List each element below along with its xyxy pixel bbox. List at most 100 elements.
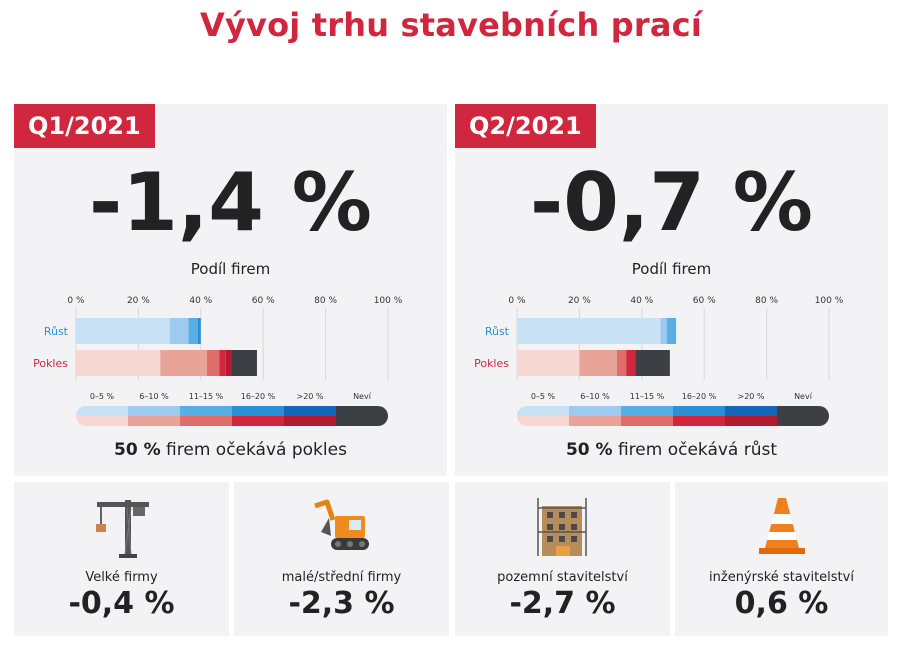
category-label: Pokles xyxy=(33,357,68,370)
note-text: firem očekává pokles xyxy=(160,440,347,460)
bar-segment xyxy=(626,350,636,376)
legend-swatch-decline xyxy=(232,416,284,426)
legend-swatch-decline xyxy=(180,416,232,426)
bar-segment xyxy=(76,318,170,344)
legend-swatch-growth xyxy=(232,406,284,416)
bar-segment xyxy=(160,350,208,376)
card-label: pozemní stavitelství xyxy=(497,570,628,585)
legend-swatch-decline xyxy=(128,416,180,426)
x-tick-label: 100 % xyxy=(815,296,844,306)
page-title: Vývoj trhu stavebních prací xyxy=(199,6,703,44)
card-value: -2,7 % xyxy=(509,586,616,621)
bar-segment xyxy=(188,318,198,344)
card-value: 0,6 % xyxy=(734,586,829,621)
card-label: inženýrské stavitelství xyxy=(709,570,854,585)
legend-label: 0–5 % xyxy=(90,392,115,401)
legend-swatch-growth xyxy=(725,406,777,416)
legend-label: 16–20 % xyxy=(682,392,717,401)
legend-swatch-growth xyxy=(284,406,336,416)
x-tick-label: 0 % xyxy=(508,296,526,306)
category-label: Pokles xyxy=(474,357,509,370)
legend-swatch-unknown xyxy=(336,406,388,426)
card-building-construction: pozemní stavitelství -2,7 % xyxy=(455,482,670,636)
legend-label: 0–5 % xyxy=(531,392,556,401)
legend-swatch-growth xyxy=(621,406,673,416)
x-tick-label: 100 % xyxy=(374,296,403,306)
traffic-cone-icon xyxy=(758,498,805,554)
period-badge: Q1/2021 xyxy=(14,104,155,148)
period-badge: Q2/2021 xyxy=(455,104,596,148)
bar-segment xyxy=(666,318,677,344)
bar-segment xyxy=(207,350,220,376)
legend-swatch-decline xyxy=(673,416,725,426)
share-chart-q2: 0 % 20 % 40 % 60 % 80 % 100 % Růst Pokles 0–5 % 6… xyxy=(474,296,844,426)
legend-swatch-growth xyxy=(180,406,232,416)
x-tick-label: 60 % xyxy=(693,296,716,306)
bar-segment xyxy=(616,350,627,376)
building-construction-icon xyxy=(536,498,587,556)
bar-segment xyxy=(579,350,617,376)
legend-pill xyxy=(76,406,388,426)
legend-swatch-growth xyxy=(569,406,621,416)
card-label: Velké firmy xyxy=(85,570,158,585)
legend-label: 11–15 % xyxy=(189,392,224,401)
note-text: firem očekává růst xyxy=(612,440,778,460)
legend-label: 6–10 % xyxy=(580,392,610,401)
bar-segment xyxy=(76,350,161,376)
x-tick-label: 40 % xyxy=(630,296,653,306)
chart-title: Podíl firem xyxy=(190,260,271,278)
card-value: -0,4 % xyxy=(68,586,175,621)
card-value: -2,3 % xyxy=(288,586,395,621)
card-label: malé/střední firmy xyxy=(281,570,402,585)
legend-label: >20 % xyxy=(737,392,764,401)
legend-pill xyxy=(517,406,829,426)
bar-segment xyxy=(517,318,661,344)
legend-swatch-decline xyxy=(569,416,621,426)
legend-swatch-decline xyxy=(76,416,128,426)
bar-segment xyxy=(169,318,189,344)
note-percent: 50 % xyxy=(565,440,613,460)
bar-segment xyxy=(197,318,201,344)
big-value: -1,4 % xyxy=(89,156,372,249)
category-label: Růst xyxy=(44,325,69,338)
x-tick-label: 20 % xyxy=(127,296,150,306)
card-civil-engineering: inženýrské stavitelství 0,6 % xyxy=(675,482,888,636)
share-chart-q1: 0 % 20 % 40 % 60 % 80 % 100 % Růst Pokles 0–5 % 6… xyxy=(33,296,403,426)
legend-label: 6–10 % xyxy=(139,392,169,401)
legend-label: Neví xyxy=(353,392,372,401)
x-tick-label: 0 % xyxy=(67,296,85,306)
legend-label: 11–15 % xyxy=(630,392,665,401)
legend-swatch-decline xyxy=(284,416,336,426)
bar-segment xyxy=(225,350,232,376)
x-tick-label: 20 % xyxy=(568,296,591,306)
expectation-note: 50 % firem očekává růst xyxy=(455,440,888,460)
legend-swatch-growth xyxy=(76,406,128,416)
bar-segment xyxy=(232,350,257,376)
card-small-medium-firms: malé/střední firmy -2,3 % xyxy=(234,482,449,636)
category-label: Růst xyxy=(485,325,510,338)
x-tick-label: 80 % xyxy=(755,296,778,306)
legend-swatch-growth xyxy=(128,406,180,416)
bar-segment xyxy=(517,350,580,376)
x-tick-label: 60 % xyxy=(252,296,275,306)
panel-q1: Q1/2021 -1,4 % Podíl firem 0 % 20 % 40 % 60… xyxy=(14,104,447,476)
note-percent: 50 % xyxy=(114,440,161,460)
x-tick-label: 40 % xyxy=(189,296,212,306)
bar-segment xyxy=(660,318,667,344)
legend-swatch-decline xyxy=(621,416,673,426)
expectation-note: 50 % firem očekává pokles xyxy=(14,440,447,460)
bar-segment xyxy=(635,350,670,376)
legend-swatch-decline xyxy=(517,416,569,426)
big-value: -0,7 % xyxy=(530,156,813,249)
bar-segment xyxy=(219,350,226,376)
legend-label: Neví xyxy=(794,392,813,401)
legend-swatch-growth xyxy=(517,406,569,416)
legend-label: 16–20 % xyxy=(241,392,276,401)
legend-swatch-unknown xyxy=(777,406,829,426)
card-large-firms: Velké firmy -0,4 % xyxy=(14,482,229,636)
panel-q2: Q2/2021 -0,7 % Podíl firem 0 % 20 % 40 % 60… xyxy=(455,104,888,476)
legend-swatch-growth xyxy=(673,406,725,416)
x-tick-label: 80 % xyxy=(314,296,337,306)
crane-icon xyxy=(95,500,149,558)
excavator-icon xyxy=(313,499,369,550)
